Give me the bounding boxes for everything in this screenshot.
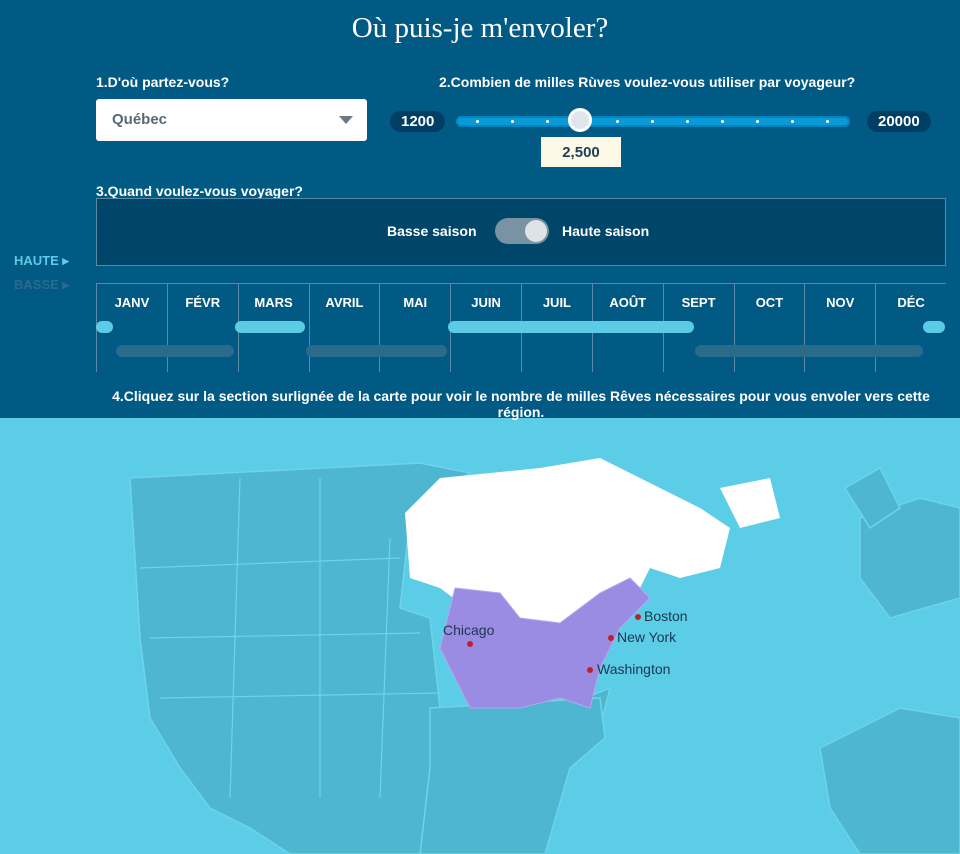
season-box: Basse saison Haute saison bbox=[96, 198, 946, 266]
high-season-bar bbox=[448, 321, 694, 333]
month-9[interactable]: OCT bbox=[733, 284, 805, 372]
low-season-bar bbox=[306, 345, 447, 357]
search-panel: Où puis-je m'envoler? 1.D'où partez-vous… bbox=[0, 0, 960, 420]
high-season-bar bbox=[96, 321, 113, 333]
highlighted-region-northeast[interactable] bbox=[439, 577, 651, 709]
page-title: Où puis-je m'envoler? bbox=[351, 12, 609, 44]
origin-label: 1.D'où partez-vous? bbox=[96, 74, 230, 90]
chevron-down-icon bbox=[339, 116, 353, 124]
month-11[interactable]: DÉC bbox=[875, 284, 946, 372]
map-instruction: 4.Cliquez sur la section surlignée de la… bbox=[112, 388, 930, 420]
land-africa bbox=[819, 707, 960, 854]
high-season-label[interactable]: Haute saison bbox=[562, 223, 650, 239]
low-season-bar bbox=[116, 345, 234, 357]
slider-value-tooltip: 2,500 bbox=[541, 137, 621, 167]
slider-min: 1200 bbox=[390, 111, 446, 132]
slider-max: 20000 bbox=[867, 111, 931, 132]
month-10[interactable]: NOV bbox=[804, 284, 875, 372]
miles-slider[interactable] bbox=[456, 116, 850, 127]
city-label-boston[interactable]: Boston bbox=[644, 608, 688, 624]
high-season-bar bbox=[923, 321, 945, 333]
month-4[interactable]: MAI bbox=[379, 284, 450, 372]
slider-handle[interactable] bbox=[568, 108, 592, 132]
destination-map[interactable]: Chicago Boston New York Washington bbox=[0, 418, 960, 854]
origin-select[interactable]: Québec bbox=[96, 99, 367, 141]
labrador-region bbox=[720, 478, 780, 528]
land-europe bbox=[859, 497, 960, 619]
city-label-chicago[interactable]: Chicago bbox=[443, 622, 495, 638]
origin-value: Québec bbox=[112, 111, 168, 128]
month-3[interactable]: AVRIL bbox=[308, 284, 380, 372]
city-marker-chicago bbox=[467, 641, 473, 647]
city-label-washington[interactable]: Washington bbox=[597, 661, 670, 677]
when-label: 3.Quand voulez-vous voyager? bbox=[96, 183, 303, 199]
month-1[interactable]: FÉVR bbox=[166, 284, 238, 372]
miles-label: 2.Combien de milles Rùves voulez-vous ut… bbox=[439, 74, 856, 90]
city-marker-washington bbox=[587, 667, 593, 673]
low-season-label[interactable]: Basse saison bbox=[387, 223, 477, 239]
high-season-bar bbox=[235, 321, 305, 333]
season-toggle[interactable] bbox=[495, 218, 549, 244]
land-iceland bbox=[843, 466, 901, 530]
city-marker-boston bbox=[635, 614, 641, 620]
land-southeast bbox=[419, 697, 606, 854]
city-marker-new-york bbox=[608, 635, 614, 641]
low-season-bar bbox=[695, 345, 923, 357]
city-label-new-york[interactable]: New York bbox=[617, 629, 677, 645]
legend-high: HAUTE ▸ bbox=[14, 253, 69, 268]
legend-low: BASSE ▸ bbox=[14, 277, 69, 292]
